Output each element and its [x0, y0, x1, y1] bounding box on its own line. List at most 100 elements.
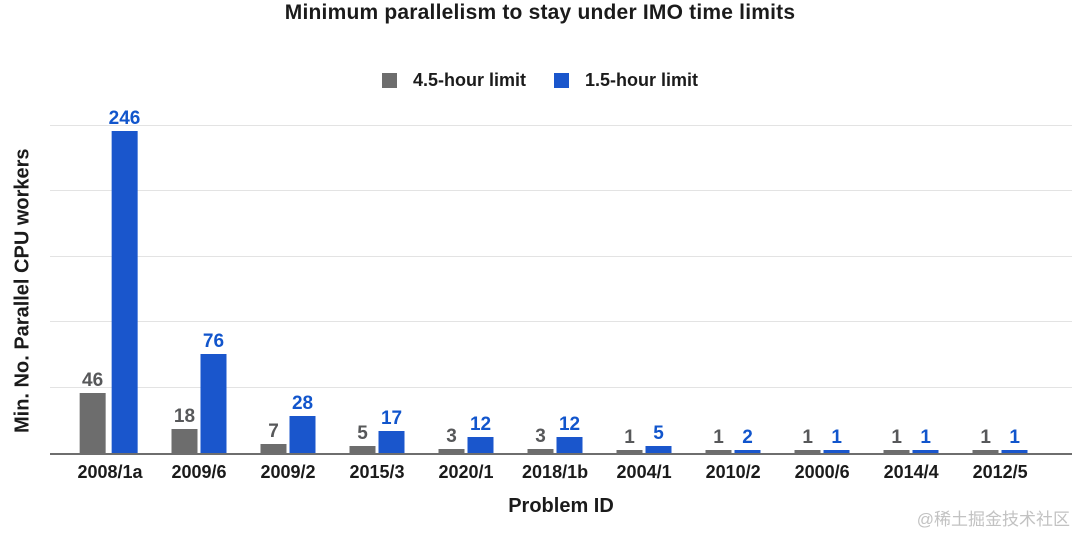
bar-gray	[349, 446, 376, 453]
bar-gray	[705, 450, 732, 453]
x-tick-label: 2018/1b	[522, 462, 589, 482]
bar-value-label: 17	[380, 408, 403, 429]
bar-cell: 3	[438, 426, 465, 453]
bar-gray	[794, 450, 821, 453]
bar-group-2009-2: 7 28 2009/2	[260, 126, 316, 482]
x-tick-label: 2014/4	[883, 462, 939, 482]
bar-gray	[438, 449, 465, 453]
x-tick-label: 2020/1	[438, 462, 494, 482]
bar-blue	[645, 446, 672, 453]
bar-value-label: 246	[108, 108, 141, 129]
legend-label-1-5-hour: 1.5-hour limit	[585, 70, 699, 90]
bar-cell: 1	[823, 427, 850, 453]
legend: 4.5-hour limit 1.5-hour limit	[0, 70, 1080, 91]
bar-blue	[378, 431, 405, 453]
bar-cell: 1	[1001, 427, 1028, 453]
bar-group-2014-4: 1 1 2014/4	[883, 126, 939, 482]
bar-cell: 12	[467, 414, 494, 453]
bar-cell: 1	[794, 427, 821, 453]
bar-value-label: 1	[891, 427, 902, 448]
x-tick-label: 2009/2	[260, 462, 316, 482]
bar-group-2000-6: 1 1 2000/6	[794, 126, 850, 482]
bar-value-label: 76	[202, 331, 225, 352]
bar-gray	[260, 444, 287, 453]
bar-cell: 7	[260, 421, 287, 453]
bar-value-label: 12	[469, 414, 492, 435]
bar-blue	[200, 354, 227, 453]
bar-group-2004-1: 1 5 2004/1	[616, 126, 672, 482]
x-tick-label: 2009/6	[171, 462, 227, 482]
bar-gray	[616, 450, 643, 453]
x-axis-title: Problem ID	[508, 495, 614, 517]
bar-value-label: 46	[82, 370, 104, 391]
bar-gray	[883, 450, 910, 453]
plot-area: 46 246 2008/1a 18 76 2009/6 7 28 2009/2 5 17 2015/3…	[50, 109, 1072, 482]
bar-blue	[823, 450, 850, 453]
chart-title: Minimum parallelism to stay under IMO ti…	[284, 1, 796, 24]
bar-value-label: 1	[920, 427, 931, 448]
bar-value-label: 5	[357, 423, 368, 444]
x-tick-label: 2012/5	[972, 462, 1028, 482]
bar-value-label: 1	[980, 427, 991, 448]
bar-cell: 5	[349, 423, 376, 453]
legend-swatch-blue	[554, 73, 569, 88]
bar-cell: 5	[645, 423, 672, 453]
bar-group-2012-5: 1 1 2012/5	[972, 126, 1028, 482]
legend-label-4-5-hour: 4.5-hour limit	[412, 70, 526, 90]
bar-value-label: 3	[535, 426, 546, 447]
bar-gray	[79, 393, 106, 453]
bar-value-label: 12	[558, 414, 581, 435]
bar-blue	[912, 450, 939, 453]
bar-cell: 1	[616, 427, 643, 453]
bar-cell: 1	[883, 427, 910, 453]
x-tick-label: 2008/1a	[77, 462, 143, 482]
x-tick-label: 2000/6	[794, 462, 850, 482]
bar-value-label: 1	[624, 427, 635, 448]
bar-value-label: 7	[268, 421, 279, 442]
bar-blue	[289, 416, 316, 453]
bar-cell: 28	[289, 393, 316, 453]
bar-blue	[556, 437, 583, 453]
bar-value-label: 2	[742, 427, 753, 448]
bar-blue	[1001, 450, 1028, 453]
bar-value-label: 1	[713, 427, 724, 448]
bar-group-2008-1a: 46 246 2008/1a	[77, 109, 142, 482]
bar-value-label: 5	[653, 423, 664, 444]
gridline-50	[50, 386, 1072, 388]
bar-gray	[972, 450, 999, 453]
bar-value-label: 1	[831, 427, 842, 448]
bar-cell: 17	[378, 408, 405, 453]
bar-blue	[111, 131, 138, 453]
bar-value-label: 1	[1009, 427, 1020, 448]
x-tick-label: 2015/3	[349, 462, 405, 482]
bar-blue	[467, 437, 494, 453]
bar-cell: 3	[527, 426, 554, 453]
legend-item-1-5-hour: 1.5-hour limit	[554, 70, 698, 91]
bar-group-2015-3: 5 17 2015/3	[349, 126, 405, 482]
bar-value-label: 18	[173, 406, 196, 427]
bar-cell: 1	[705, 427, 732, 453]
bar-group-2009-6: 18 76 2009/6	[171, 126, 227, 482]
bar-gray	[527, 449, 554, 453]
bar-value-label: 3	[446, 426, 457, 447]
bar-value-label: 28	[291, 393, 314, 414]
bar-group-2010-2: 1 2 2010/2	[705, 126, 761, 482]
legend-item-4-5-hour: 4.5-hour limit	[381, 70, 526, 91]
gridline-100	[50, 321, 1072, 323]
watermark: @稀土掘金技术社区	[916, 510, 1070, 529]
bar-cell: 1	[912, 427, 939, 453]
bar-value-label: 1	[802, 427, 813, 448]
bar-cell: 18	[171, 406, 198, 453]
bar-group-2020-1: 3 12 2020/1	[438, 126, 494, 482]
bar-cell: 2	[734, 427, 761, 453]
legend-swatch-gray	[381, 73, 397, 88]
bar-cell: 76	[200, 331, 227, 453]
bar-blue	[734, 450, 761, 453]
bar-cell: 1	[972, 427, 999, 453]
gridline-150	[50, 255, 1072, 257]
bar-gray	[171, 429, 198, 453]
bar-cell: 46	[79, 370, 106, 453]
y-axis-title: Min. No. Parallel CPU workers	[11, 148, 34, 433]
gridline-250	[50, 125, 1072, 126]
